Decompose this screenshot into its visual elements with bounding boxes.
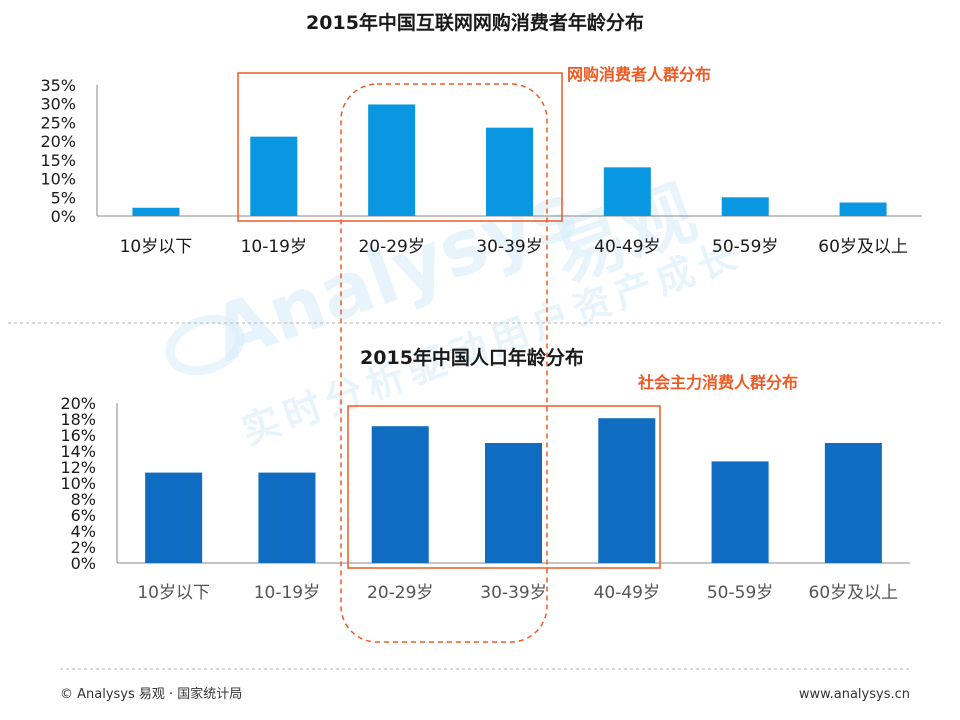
chart1-bar — [486, 127, 533, 216]
online-shopper-label: 网购消费者人群分布 — [567, 65, 711, 84]
footer-url: www.analysys.cn — [799, 687, 910, 702]
chart1-y-tick-label: 20% — [40, 132, 76, 151]
chart1-y-tick-label: 10% — [40, 170, 76, 189]
chart1-category-label: 10岁以下 — [120, 237, 193, 257]
chart1-y-tick-label: 5% — [51, 188, 76, 207]
chart1-y-tick-label: 0% — [51, 207, 76, 226]
chart1-bar — [603, 167, 651, 216]
chart1-category-label: 20-29岁 — [358, 237, 424, 257]
chart2-category-label: 10岁以下 — [137, 583, 210, 603]
chart2-y-tick-label: 6% — [71, 506, 96, 525]
chart2-category-label: 20-29岁 — [367, 583, 433, 603]
chart1-category-label: 30-39岁 — [476, 237, 542, 257]
chart1-bar — [132, 207, 180, 216]
chart2-bar — [711, 461, 769, 563]
chart2-category-label: 10-19岁 — [254, 583, 320, 603]
chart1-y-tick-label: 35% — [40, 76, 76, 95]
chart1-bar — [250, 136, 298, 216]
chart2-y-tick-label: 10% — [60, 474, 96, 493]
online-shopper-highlight-box — [237, 72, 563, 222]
chart2-bar — [258, 472, 316, 563]
chart2-y-tick-label: 16% — [60, 426, 96, 445]
chart2-category-label: 60岁及以上 — [809, 583, 899, 603]
chart2-y-tick-label: 20% — [60, 394, 96, 413]
chart2-y-tick-label: 14% — [60, 442, 96, 461]
main-consumer-label: 社会主力消费人群分布 — [637, 373, 798, 392]
chart2-bar — [485, 443, 542, 563]
footer-source: © Analysys 易观 · 国家统计局 — [60, 686, 242, 702]
chart1-bar — [721, 197, 769, 216]
chart1-bar — [368, 104, 416, 216]
chart2-category-label: 50-59岁 — [707, 583, 773, 603]
chart2-bar — [824, 443, 882, 563]
chart2-category-label: 40-49岁 — [594, 583, 660, 603]
chart1-y-tick-label: 30% — [40, 95, 76, 114]
chart2-y-tick-label: 4% — [71, 522, 96, 541]
chart2-plot: 0%2%4%6%8%10%12%14%16%18%20% 10岁以下 10-19岁 2… — [60, 394, 910, 603]
chart2-y-tick-label: 12% — [60, 458, 96, 477]
chart1-bar — [839, 202, 887, 216]
chart2-y-tick-label: 8% — [71, 490, 96, 509]
chart2-y-tick-label: 0% — [71, 554, 96, 573]
chart1-title: 2015年中国互联网网购消费者年龄分布 — [306, 11, 644, 34]
chart1-y-tick-label: 25% — [40, 113, 76, 132]
chart2-bar — [371, 426, 429, 563]
chart2-bar — [598, 418, 656, 563]
chart1-category-label: 40-49岁 — [594, 237, 660, 257]
chart2-title: 2015年中国人口年龄分布 — [360, 346, 584, 369]
chart2-y-tick-label: 18% — [60, 410, 96, 429]
chart1-y-tick-label: 15% — [40, 151, 76, 170]
chart2-category-label: 30-39岁 — [480, 583, 546, 603]
chart1-category-label: 10-19岁 — [241, 237, 307, 257]
age-20-39-dashed-highlight — [340, 83, 548, 643]
chart2-y-tick-label: 2% — [71, 538, 96, 557]
chart1-plot: 0%5%10%15%20%25%30%35% 10岁以下 10-19岁 20-29岁 3… — [40, 76, 922, 257]
chart1-category-label: 60岁及以上 — [818, 237, 908, 257]
main-consumer-highlight-box — [347, 405, 661, 569]
chart2-bar — [145, 472, 203, 563]
chart1-category-label: 50-59岁 — [712, 237, 778, 257]
